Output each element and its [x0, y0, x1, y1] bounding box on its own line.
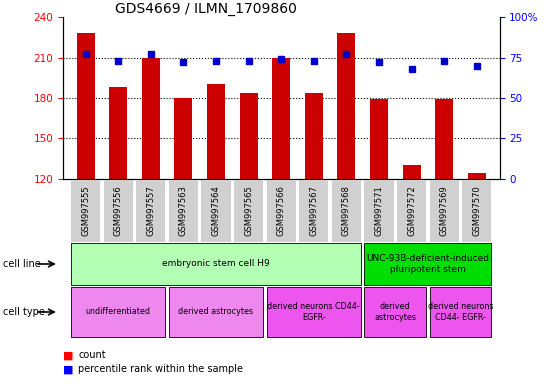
Text: GSM997563: GSM997563	[179, 185, 188, 236]
Text: cell line: cell line	[3, 259, 40, 269]
Text: GSM997557: GSM997557	[146, 185, 155, 236]
Bar	[305, 93, 323, 179]
Bar	[468, 173, 486, 179]
Text: GSM997569: GSM997569	[440, 185, 449, 236]
Bar	[272, 58, 290, 179]
Bar	[435, 99, 453, 179]
Text: GSM997567: GSM997567	[309, 185, 318, 236]
Text: cell type: cell type	[3, 307, 45, 317]
Bar	[207, 84, 225, 179]
Text: GSM997565: GSM997565	[244, 185, 253, 236]
Text: percentile rank within the sample: percentile rank within the sample	[78, 364, 243, 374]
Bar	[109, 87, 127, 179]
Bar	[402, 165, 420, 179]
Text: derived neurons
CD44- EGFR-: derived neurons CD44- EGFR-	[428, 302, 493, 322]
Text: derived astrocytes: derived astrocytes	[179, 308, 253, 316]
Text: derived
astrocytes: derived astrocytes	[374, 302, 416, 322]
Text: derived neurons CD44-
EGFR-: derived neurons CD44- EGFR-	[268, 302, 360, 322]
Text: GSM997555: GSM997555	[81, 185, 90, 236]
Text: GSM997571: GSM997571	[375, 185, 383, 236]
Text: GSM997556: GSM997556	[114, 185, 123, 236]
Text: UNC-93B-deficient-induced
pluripotent stem: UNC-93B-deficient-induced pluripotent st…	[366, 254, 489, 274]
Text: GSM997572: GSM997572	[407, 185, 416, 236]
Text: ■: ■	[63, 350, 73, 360]
Bar	[174, 98, 192, 179]
Bar	[142, 58, 160, 179]
Text: embryonic stem cell H9: embryonic stem cell H9	[162, 260, 270, 268]
Text: ■: ■	[63, 364, 73, 374]
Text: count: count	[78, 350, 106, 360]
Text: GSM997570: GSM997570	[472, 185, 481, 236]
Bar	[337, 33, 355, 179]
Text: GDS4669 / ILMN_1709860: GDS4669 / ILMN_1709860	[115, 2, 297, 16]
Text: GSM997568: GSM997568	[342, 185, 351, 236]
Text: undifferentiated: undifferentiated	[86, 308, 151, 316]
Text: GSM997564: GSM997564	[211, 185, 221, 236]
Text: GSM997566: GSM997566	[277, 185, 286, 236]
Bar	[240, 93, 258, 179]
Bar	[76, 33, 94, 179]
Bar	[370, 99, 388, 179]
